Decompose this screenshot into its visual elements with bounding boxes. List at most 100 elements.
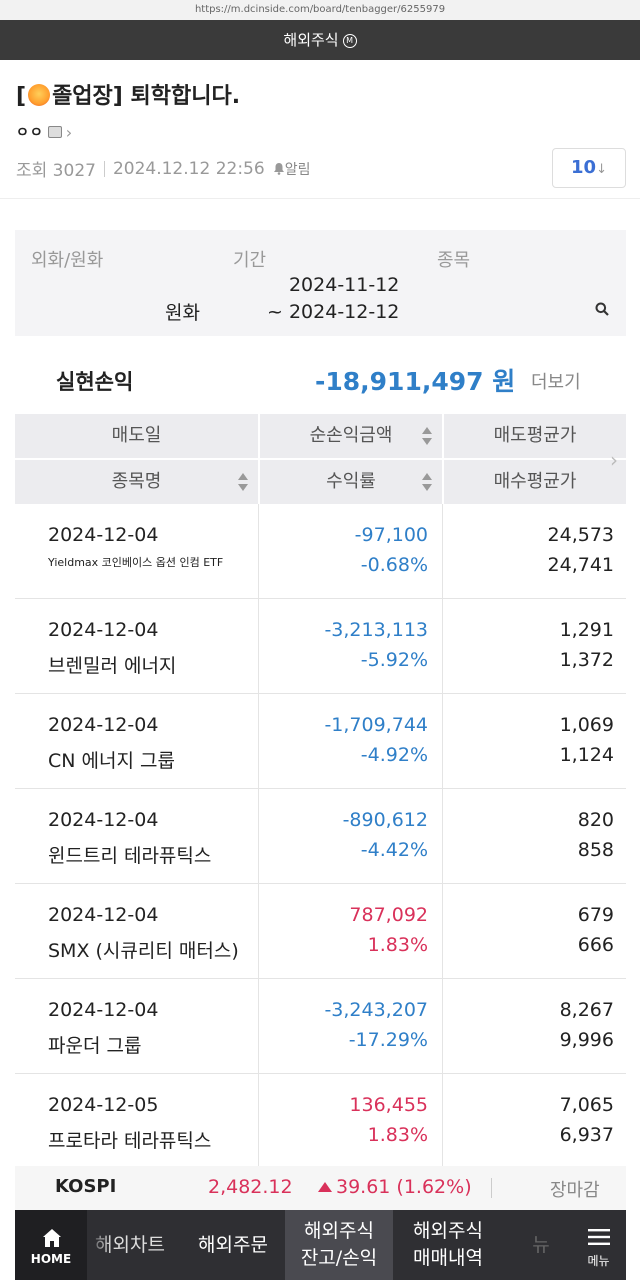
triangle-up-icon (318, 1182, 332, 1192)
table-header: 매도일 순손익금액 매도평균가 종목명 수익률 매수평균가 (15, 414, 626, 504)
header-row-divider (15, 458, 626, 460)
face-emoji-icon (28, 84, 51, 106)
header-stock-name-label: 종목명 (111, 471, 162, 492)
nav-menu[interactable]: 메뉴 (571, 1210, 626, 1280)
filter-label-period: 기간 (233, 250, 267, 271)
row-buy-avg: 858 (577, 839, 614, 861)
nav-order-label: 해외주문 (198, 1234, 268, 1256)
header-stock-name[interactable]: 종목명 (15, 460, 258, 504)
row-sell-avg: 820 (577, 809, 614, 831)
row-sell-date: 2024-12-04 (48, 999, 159, 1021)
row-sell-avg: 1,069 (559, 714, 614, 736)
header-buy-avg[interactable]: 매수평균가 (444, 460, 626, 504)
comment-count: 10 (571, 157, 597, 178)
post-title: [졸업장] 퇴학합니다. (16, 78, 240, 110)
author-row[interactable]: ㅇㅇ › (16, 122, 72, 142)
filter-label-currency: 외화/원화 (31, 250, 104, 271)
more-button[interactable]: 더보기 (531, 372, 581, 393)
realized-pnl-value: -18,911,497 원 (315, 367, 516, 396)
app-header: 해외주식 M (0, 20, 640, 60)
table-row[interactable]: 2024-12-04 SMX (시큐리티 매터스) 787,092 1.83% … (15, 884, 626, 979)
row-stock-name: 프로타라 테라퓨틱스 (48, 1130, 212, 1152)
nav-history-label-1: 해외주식 (413, 1220, 483, 1242)
row-sell-avg: 679 (577, 904, 614, 926)
col-divider (258, 599, 259, 693)
row-return-rate: 1.83% (367, 1124, 428, 1146)
post-title-tag: 졸업장 (52, 84, 113, 109)
col-divider (442, 884, 443, 978)
market-status: 장마감 (550, 1180, 600, 1201)
row-buy-avg: 1,372 (559, 649, 614, 671)
row-sell-avg: 7,065 (559, 1094, 614, 1116)
nav-trade-history[interactable]: 해외주식 매매내역 (395, 1210, 501, 1280)
m-badge-icon: M (342, 33, 357, 48)
col-divider (442, 694, 443, 788)
table-row[interactable]: 2024-12-04 파운더 그룹 -3,243,207 -17.29% 8,2… (15, 979, 626, 1074)
currency-select[interactable]: 원화 (165, 302, 200, 324)
post-datetime: 2024.12.12 22:56 (112, 158, 265, 179)
row-net-pnl: 136,455 (349, 1094, 428, 1116)
row-return-rate: 1.83% (367, 934, 428, 956)
browser-url-bar[interactable]: https://m.dcinside.com/board/tenbagger/6… (0, 0, 640, 20)
row-return-rate: -4.92% (360, 744, 428, 766)
sort-icon (238, 473, 248, 491)
row-stock-name: 브렌밀러 에너지 (48, 655, 177, 677)
col-divider (442, 1074, 443, 1168)
ticker-divider (491, 1178, 492, 1198)
chevron-right-icon: › (65, 122, 73, 142)
meta-divider (103, 160, 105, 177)
header-net-pnl[interactable]: 순손익금액 (260, 414, 442, 458)
nav-balance-pnl[interactable]: 해외주식 잔고/손익 (285, 1210, 393, 1280)
col-divider (258, 884, 259, 978)
kospi-value: 2,482.12 (208, 1176, 293, 1198)
app-header-title: 해외주식 (283, 31, 339, 49)
bell-icon (273, 162, 284, 175)
row-net-pnl: 787,092 (349, 904, 428, 926)
col-divider (442, 599, 443, 693)
nav-balance-label-1: 해외주식 (304, 1220, 374, 1242)
nav-history-label-2: 매매내역 (413, 1247, 483, 1269)
author-nickname[interactable]: ㅇㅇ (16, 125, 44, 141)
header-sell-date-label: 매도일 (111, 425, 162, 446)
header-return-rate-label: 수익률 (326, 471, 376, 492)
row-sell-avg: 24,573 (547, 524, 614, 546)
row-sell-avg: 8,267 (559, 999, 614, 1021)
kospi-ticker[interactable]: KOSPI 2,482.12 39.61 (1.62%) 장마감 (15, 1166, 626, 1210)
col-divider (258, 789, 259, 883)
row-net-pnl: -890,612 (342, 809, 428, 831)
header-net-pnl-label: 순손익금액 (309, 425, 393, 446)
table-row[interactable]: 2024-12-04 브렌밀러 에너지 -3,213,113 -5.92% 1,… (15, 599, 626, 694)
row-stock-name: CN 에너지 그룹 (48, 750, 175, 772)
nav-home-label: HOME (30, 1252, 72, 1266)
chevron-right-icon[interactable]: › (610, 448, 618, 472)
nav-home[interactable]: HOME (15, 1210, 87, 1280)
row-sell-avg: 1,291 (559, 619, 614, 641)
table-row[interactable]: 2024-12-04 Yieldmax 코인베이스 옵션 인컴 ETF -97,… (15, 504, 626, 599)
search-icon[interactable] (595, 302, 609, 316)
post-title-prefix: [ (16, 84, 27, 109)
col-divider (442, 504, 443, 598)
table-row[interactable]: 2024-12-04 CN 에너지 그룹 -1,709,744 -4.92% 1… (15, 694, 626, 789)
arrow-down-icon: ↓ (596, 162, 607, 177)
row-buy-avg: 9,996 (559, 1029, 614, 1051)
nav-next-item[interactable]: 뉴 (521, 1210, 561, 1280)
filter-label-stock: 종목 (437, 250, 471, 271)
header-return-rate[interactable]: 수익률 (260, 460, 442, 504)
bottom-nav: HOME 해외차트 해외주문 해외주식 잔고/손익 해외주식 매매내역 뉴 메뉴 (15, 1210, 626, 1280)
row-stock-name: Yieldmax 코인베이스 옵션 인컴 ETF (48, 556, 224, 569)
table-row[interactable]: 2024-12-04 윈드트리 테라퓨틱스 -890,612 -4.42% 82… (15, 789, 626, 884)
post-meta: 조회 3027 2024.12.12 22:56 알림 (16, 156, 310, 182)
header-sell-date[interactable]: 매도일 (15, 414, 258, 458)
kospi-name: KOSPI (55, 1176, 117, 1197)
col-divider (258, 979, 259, 1073)
nav-overseas-chart[interactable]: 해외차트 (87, 1210, 173, 1280)
comment-count-button[interactable]: 10↓ (552, 148, 626, 188)
table-row[interactable]: 2024-12-05 프로타라 테라퓨틱스 136,455 1.83% 7,06… (15, 1074, 626, 1169)
header-sell-avg[interactable]: 매도평균가 (444, 414, 626, 458)
nav-balance-label-2: 잔고/손익 (300, 1247, 378, 1269)
alarm-button[interactable]: 알림 (273, 159, 310, 179)
row-return-rate: -4.42% (360, 839, 428, 861)
nav-overseas-order[interactable]: 해외주문 (183, 1210, 283, 1280)
period-select[interactable]: 2024-11-12 ~ 2024-12-12 (267, 272, 399, 326)
row-sell-date: 2024-12-04 (48, 524, 159, 546)
